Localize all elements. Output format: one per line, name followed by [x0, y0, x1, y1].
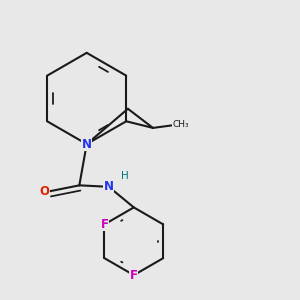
Text: F: F: [100, 218, 109, 231]
Text: H: H: [121, 172, 129, 182]
Text: N: N: [104, 180, 114, 193]
Text: N: N: [82, 138, 92, 151]
Text: F: F: [130, 268, 138, 282]
Text: O: O: [40, 185, 50, 198]
Text: CH₃: CH₃: [172, 121, 189, 130]
